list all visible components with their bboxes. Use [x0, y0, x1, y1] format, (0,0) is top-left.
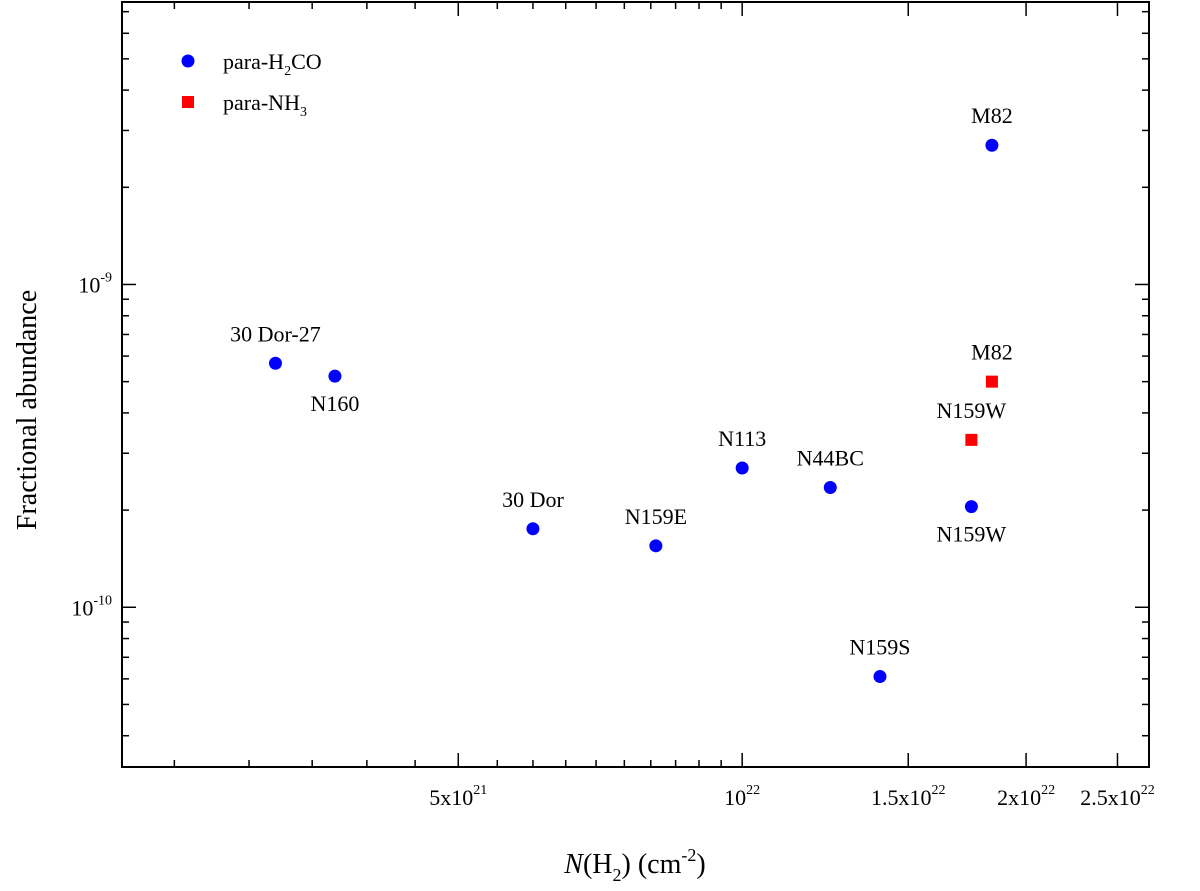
x-tick-label: 5x1021: [429, 783, 487, 810]
legend-marker-nh3: [182, 96, 194, 108]
legend: para-H2CO para-NH3: [181, 49, 322, 120]
point-label-30-dor: 30 Dor: [502, 487, 564, 512]
plot-background: [122, 2, 1149, 767]
x-axis-title: N(H2) (cm-2): [563, 845, 705, 885]
point-n113: [735, 461, 749, 475]
point-label-30-dor-27: 30 Dor-27: [230, 321, 321, 346]
x-tick-label: 2x1022: [997, 783, 1055, 810]
point-m82: [985, 138, 999, 152]
point-m82: [985, 375, 998, 388]
point-label-n159w: N159W: [937, 522, 1007, 547]
legend-label-nh3: para-NH3: [223, 90, 307, 120]
point-label-n160: N160: [310, 391, 359, 416]
point-label-n159e: N159E: [625, 504, 687, 529]
point-label-n44bc: N44BC: [797, 445, 864, 470]
point-30-dor: [526, 522, 540, 536]
point-label-m82: M82: [971, 103, 1013, 128]
legend-label-h2co: para-H2CO: [223, 49, 322, 79]
point-label-n113: N113: [718, 426, 766, 451]
x-tick-label: 2.5x1022: [1080, 783, 1155, 810]
point-30-dor-27: [268, 356, 282, 370]
y-tick-label: 10-10: [71, 593, 112, 620]
x-tick-label: 1.5x1022: [871, 783, 946, 810]
point-n159e: [649, 539, 663, 553]
y-axis-title: Fractional abundance: [12, 290, 43, 530]
point-label-n159w: N159W: [937, 398, 1007, 423]
point-label-n159s: N159S: [849, 635, 910, 660]
data-points: [268, 138, 999, 684]
point-n159w: [964, 500, 978, 514]
axis-ticks: 5x1021 1022 1.5x1022 2x1022 2.5x1022 10-10 10-…: [71, 2, 1155, 810]
point-label-m82: M82: [971, 340, 1013, 365]
point-n160: [328, 369, 342, 383]
y-tick-label: 10-9: [78, 270, 112, 297]
point-n159s: [873, 670, 887, 684]
point-n159w: [965, 433, 978, 446]
point-n44bc: [823, 480, 837, 494]
x-tick-label: 1022: [724, 783, 760, 810]
point-labels: 30 Dor-27 N160 30 Dor N159E N113 N44BC N159S N1…: [230, 103, 1013, 659]
legend-marker-h2co: [181, 54, 195, 68]
plot-frame: [121, 1, 1150, 768]
